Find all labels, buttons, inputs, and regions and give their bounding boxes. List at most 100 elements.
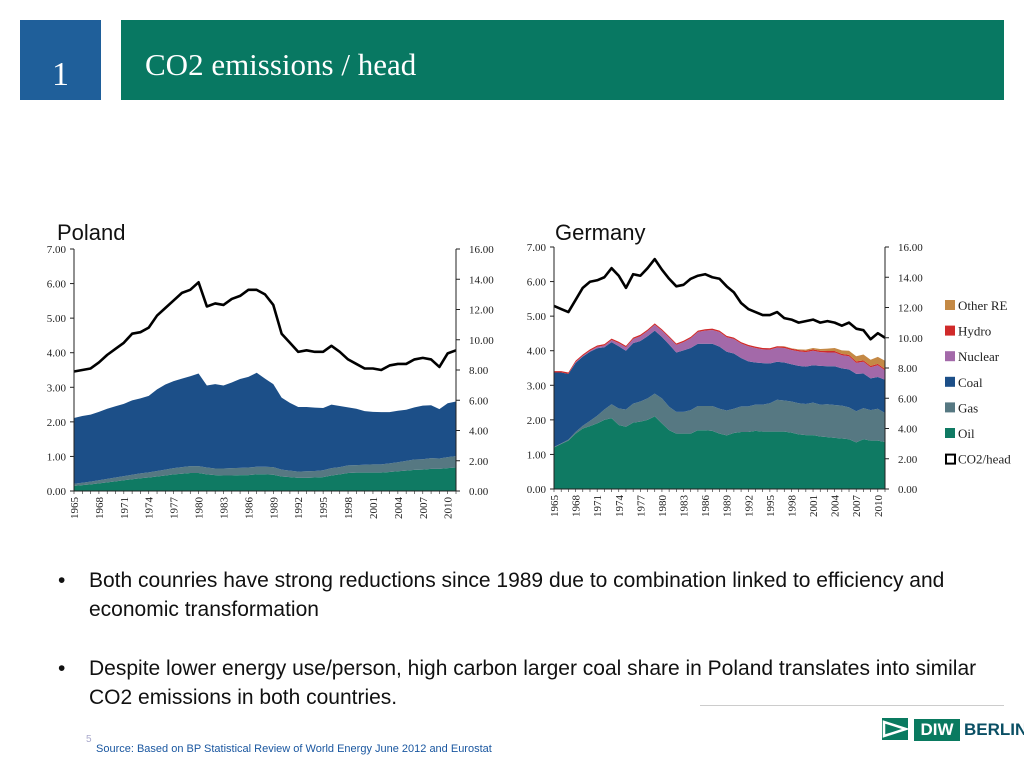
left-tick-label: 6.00 <box>527 277 547 289</box>
x-tick-label: 1989 <box>722 495 734 518</box>
poland-chart: 0.00 1.00 2.00 3.00 4.00 5.00 6.00 7.00 0.00 2.00… <box>47 244 495 520</box>
x-tick-label: 1980 <box>657 495 669 518</box>
legend-swatch-coal <box>945 376 955 387</box>
x-tick-label: 1965 <box>549 495 561 518</box>
legend-swatch-hydro <box>945 325 955 336</box>
left-tick-label: 4.00 <box>527 346 547 358</box>
x-tick-label: 1977 <box>635 495 647 518</box>
x-tick-label: 1965 <box>69 497 81 520</box>
legend-swatch-other-re <box>945 300 955 310</box>
x-tick-label: 1974 <box>144 497 156 520</box>
left-tick-label: 3.00 <box>527 380 547 392</box>
bullet-dot: • <box>58 657 66 680</box>
x-tick-label: 1992 <box>293 497 305 519</box>
bullet-item: • Both counries have strong reductions s… <box>58 566 988 624</box>
right-tick-label: 0.00 <box>469 486 489 498</box>
area-oil <box>74 467 456 491</box>
x-tick-label: 1986 <box>243 497 255 520</box>
bullet-text: Both counries have strong reductions sin… <box>89 569 945 621</box>
right-tick-label: 16.00 <box>898 242 923 254</box>
x-tick-label: 1983 <box>679 495 691 518</box>
line-co2-head <box>73 280 457 373</box>
x-tick-label: 1971 <box>119 497 131 519</box>
area-oil <box>554 416 885 489</box>
title-bar: CO2 emissions / head <box>121 20 1004 100</box>
bullet-list: • Both counries have strong reductions s… <box>58 566 988 742</box>
germany-chart-title: Germany <box>555 220 646 245</box>
bullet-dot: • <box>58 569 66 592</box>
left-tick-label: 2.00 <box>47 417 67 429</box>
right-tick-label: 2.00 <box>898 454 918 466</box>
legend-label-other-re: Other RE <box>958 298 1008 313</box>
right-tick-label: 4.00 <box>469 426 489 438</box>
x-tick-label: 1974 <box>614 495 626 518</box>
area-coal <box>74 372 456 484</box>
left-tick-label: 5.00 <box>527 311 547 323</box>
x-tick-label: 1989 <box>268 497 280 520</box>
legend-swatch-nuclear <box>945 351 955 362</box>
left-tick-label: 5.00 <box>47 313 67 325</box>
left-tick-label: 1.00 <box>47 451 67 463</box>
logo-berlin-text: BERLIN <box>964 720 1024 739</box>
area-gas <box>554 393 885 448</box>
line-co2-head <box>553 257 886 341</box>
right-tick-label: 12.00 <box>898 303 923 315</box>
right-tick-label: 12.00 <box>469 305 494 317</box>
x-tick-label: 2007 <box>418 497 430 520</box>
right-tick-label: 6.00 <box>898 393 918 405</box>
legend-swatch-oil <box>945 428 955 438</box>
legend-swatch-co2-head <box>945 453 956 465</box>
diw-logo-mark-icon <box>882 718 911 740</box>
x-tick-label: 1998 <box>786 495 798 518</box>
germany-chart: 0.00 1.00 2.00 3.00 4.00 5.00 6.00 7.00 0.00 2.00… <box>527 242 1011 518</box>
right-tick-label: 6.00 <box>469 395 489 407</box>
right-tick-label: 10.00 <box>469 335 494 347</box>
page-number: 5 <box>86 734 92 745</box>
left-tick-label: 0.00 <box>527 484 547 496</box>
left-tick-label: 4.00 <box>47 348 67 360</box>
right-tick-label: 16.00 <box>469 244 494 256</box>
poland-chart-title: Poland <box>57 220 126 245</box>
footer-divider <box>700 705 1004 706</box>
x-tick-label: 2007 <box>851 495 863 518</box>
x-tick-label: 1968 <box>94 497 106 520</box>
left-tick-label: 1.00 <box>527 449 547 461</box>
x-tick-label: 1992 <box>743 495 755 517</box>
slide-title: CO2 emissions / head <box>145 47 417 82</box>
x-tick-label: 1995 <box>318 497 330 520</box>
area-nuclear <box>554 324 885 380</box>
right-tick-label: 14.00 <box>898 272 923 284</box>
bullet-text: Despite lower energy use/person, high ca… <box>89 657 977 709</box>
right-tick-label: 4.00 <box>898 424 918 436</box>
right-tick-label: 14.00 <box>469 274 494 286</box>
x-tick-label: 1980 <box>194 497 206 520</box>
left-tick-label: 3.00 <box>47 382 67 394</box>
legend-label-gas: Gas <box>958 400 978 415</box>
x-tick-label: 1998 <box>343 497 355 520</box>
x-tick-label: 1968 <box>571 495 583 518</box>
area-coal <box>554 330 885 447</box>
right-tick-label: 2.00 <box>469 456 489 468</box>
right-tick-label: 8.00 <box>898 363 918 375</box>
x-tick-label: 2010 <box>873 495 885 518</box>
x-tick-label: 2010 <box>443 497 455 520</box>
x-tick-label: 2004 <box>830 495 842 518</box>
right-tick-label: 8.00 <box>469 365 489 377</box>
legend-swatch-gas <box>945 402 955 413</box>
diw-berlin-logo: DIW BERLIN <box>882 717 1024 743</box>
x-tick-label: 1986 <box>700 495 712 518</box>
legend-label-coal: Coal <box>958 375 983 390</box>
x-tick-label: 2004 <box>393 497 405 520</box>
left-tick-label: 0.00 <box>47 486 67 498</box>
slide-number-box: 1 <box>20 20 101 100</box>
legend-label-co2-head: CO2/head <box>958 452 1011 467</box>
x-tick-label: 1971 <box>592 495 604 517</box>
right-tick-label: 0.00 <box>898 484 918 496</box>
x-tick-label: 2001 <box>808 495 820 517</box>
x-tick-label: 2001 <box>368 497 380 519</box>
legend-label-hydro: Hydro <box>958 324 991 339</box>
left-tick-label: 2.00 <box>527 415 547 427</box>
x-tick-label: 1995 <box>765 495 777 518</box>
legend-label-oil: Oil <box>958 426 975 441</box>
slide-number: 1 <box>52 56 69 93</box>
